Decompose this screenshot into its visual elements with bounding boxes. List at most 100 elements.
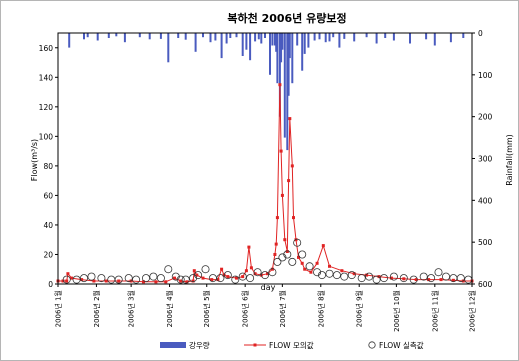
simulated-flow-point — [414, 278, 418, 282]
simulated-flow-point — [270, 267, 274, 271]
rainfall-bar — [241, 33, 244, 56]
rainfall-bar — [209, 33, 212, 43]
rainfall-bar — [257, 33, 260, 40]
observed-flow-point — [456, 274, 465, 283]
simulated-flow-point — [191, 279, 195, 283]
simulated-flow-point — [309, 270, 313, 274]
y2-tick-label: 0 — [478, 29, 483, 38]
rainfall-bar — [138, 33, 141, 38]
x-tick-label: 2006년 7월 — [278, 290, 287, 327]
simulated-flow-point — [185, 280, 189, 284]
observed-flow-point — [372, 275, 381, 284]
simulated-flow-point — [154, 280, 158, 284]
rainfall-bar — [235, 33, 238, 38]
observed-flow-point — [194, 271, 203, 280]
rainfall-bar — [280, 33, 283, 63]
observed-flow-point — [298, 250, 307, 259]
rainfall-bar — [392, 33, 395, 41]
rainfall-bar — [303, 33, 306, 54]
rainfall-bar — [184, 33, 187, 40]
observed-flow-point — [419, 272, 428, 281]
simulated-flow-point — [294, 238, 298, 242]
rainfall-bar — [275, 33, 278, 52]
x-tick-label: 2006년 6월 — [241, 290, 250, 327]
y-tick-label: 140 — [39, 73, 54, 82]
rainfall-bar — [167, 33, 170, 63]
simulated-flow-point — [328, 264, 331, 268]
rainfall-bar — [276, 33, 279, 84]
rainfall-bar — [225, 33, 228, 44]
simulated-flow-point — [280, 193, 284, 197]
observed-flow-point — [253, 268, 262, 277]
x-tick-label: 2006년 10월 — [392, 290, 401, 332]
chart-title: 복하천 2006년 유량보정 — [227, 11, 346, 25]
rainfall-bar — [301, 33, 304, 71]
observed-flow-point — [347, 271, 356, 280]
observed-flow-point — [62, 275, 71, 284]
simulated-flow-point — [104, 279, 108, 283]
observed-flow-point — [434, 268, 443, 277]
simulated-flow-point — [241, 275, 245, 279]
rainfall-bar — [83, 33, 85, 40]
observed-flow-point — [293, 238, 302, 247]
rainfall-bar — [260, 33, 263, 44]
rainfall-bar — [123, 33, 126, 43]
observed-flow-point — [317, 271, 326, 280]
rainfall-bar — [177, 33, 180, 38]
observed-flow-point — [80, 274, 89, 283]
simulated-flow-line — [58, 84, 472, 283]
observed-flow-point — [305, 262, 314, 271]
simulated-flow-point — [253, 272, 257, 276]
y-tick-label: 80 — [43, 162, 53, 171]
rainfall-bar — [202, 33, 204, 38]
x-tick-label: 2006년 11월 — [430, 290, 439, 332]
simulated-flow-point — [273, 253, 277, 256]
simulated-flow-point — [275, 216, 279, 220]
observed-flow-point — [114, 275, 123, 284]
simulated-flow-point — [352, 272, 356, 276]
simulated-flow-point — [292, 216, 295, 220]
rainfall-bar — [286, 33, 289, 151]
simulated-flow-point — [451, 278, 455, 282]
rainfall-bar — [328, 33, 331, 42]
x-tick-label: 2006년 4월 — [165, 290, 174, 327]
simulated-flow-point — [427, 278, 431, 282]
simulated-flow-point — [201, 276, 205, 280]
y2-axis-label: Rainfall(mm) — [505, 134, 514, 186]
observed-flow-point — [156, 274, 165, 283]
y-tick-label: 60 — [43, 191, 53, 200]
rainfall-bar — [296, 33, 299, 46]
x-tick-label: 2006년 1월 — [54, 290, 63, 327]
rainfall-bar — [462, 33, 465, 38]
y-tick-label: 20 — [43, 250, 53, 259]
rainfall-bar — [324, 33, 327, 43]
simulated-flow-point — [70, 276, 74, 280]
legend-observed-label: FLOW 실측값 — [379, 340, 424, 350]
rainfall-bar — [264, 33, 266, 38]
observed-flow-point — [278, 253, 287, 262]
rainfall-bar — [148, 33, 151, 40]
rainfall-bar — [68, 33, 71, 48]
simulated-flow-point — [285, 250, 289, 253]
y-tick-label: 40 — [43, 221, 53, 230]
rainfall-bar — [365, 33, 368, 38]
observed-flow-point — [283, 250, 292, 259]
simulated-flow-point — [266, 272, 269, 276]
observed-flow-point — [164, 265, 173, 274]
observed-flow-point — [332, 271, 341, 280]
observed-flow-point — [288, 257, 297, 266]
legend-simulated-marker — [253, 343, 257, 347]
rainfall-bar — [273, 33, 276, 46]
simulated-flow-point — [288, 117, 292, 121]
simulated-flow-point — [279, 149, 283, 153]
simulated-flow-point — [278, 83, 282, 87]
simulated-flow-point — [179, 279, 183, 283]
rainfall-bar — [214, 33, 217, 41]
observed-flow-point — [389, 272, 398, 281]
observed-flow-point — [273, 257, 282, 266]
y2-tick-label: 200 — [478, 113, 493, 122]
observed-flow-point — [201, 265, 210, 274]
simulated-flow-point — [226, 275, 230, 279]
legend-simulated-label: FLOW 모의값 — [269, 340, 314, 350]
